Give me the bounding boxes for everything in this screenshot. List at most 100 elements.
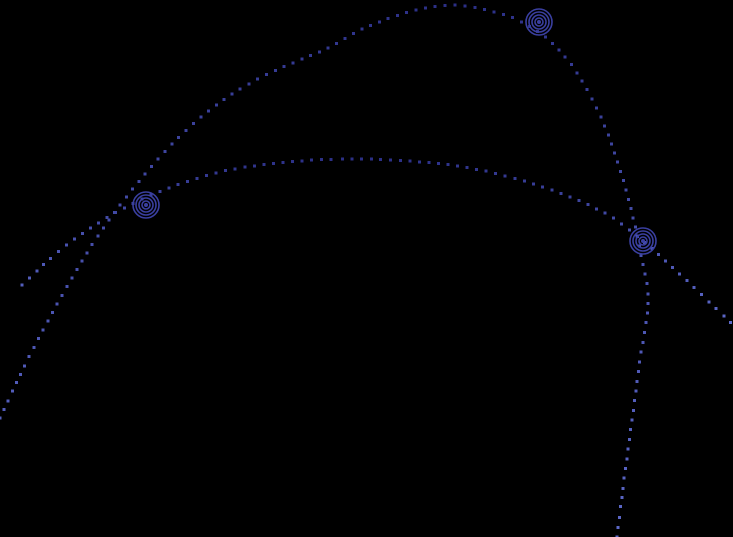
data-point — [671, 265, 675, 269]
data-point — [657, 253, 661, 257]
data-point — [634, 389, 638, 393]
marker-ring — [531, 14, 547, 30]
data-point — [6, 399, 10, 403]
data-point — [511, 16, 515, 20]
data-point — [149, 164, 153, 168]
data-point — [646, 302, 650, 306]
data-point — [619, 169, 623, 173]
data-point — [41, 328, 45, 332]
data-point — [199, 115, 203, 119]
data-point — [238, 87, 242, 91]
data-point — [599, 115, 603, 119]
data-point — [369, 23, 373, 27]
marker-intersection-2[interactable] — [132, 191, 160, 219]
data-point — [105, 216, 109, 220]
data-point — [577, 199, 581, 203]
data-point — [541, 185, 545, 189]
data-point — [503, 174, 507, 178]
data-point — [532, 182, 536, 186]
data-point — [501, 13, 505, 17]
marker-intersection-1[interactable] — [525, 8, 553, 36]
data-point — [645, 282, 649, 286]
data-point — [271, 161, 275, 165]
data-point — [222, 97, 226, 101]
data-point — [627, 437, 631, 441]
data-point — [617, 516, 621, 520]
data-point — [27, 355, 31, 359]
data-point — [309, 54, 313, 58]
marker-core — [537, 20, 541, 24]
data-point — [629, 428, 633, 432]
data-point — [595, 207, 599, 211]
data-point — [616, 160, 620, 164]
data-point — [685, 279, 689, 283]
data-point — [281, 160, 285, 164]
data-point — [639, 253, 643, 257]
data-point — [60, 293, 64, 297]
data-point — [124, 195, 128, 199]
data-point — [395, 13, 399, 17]
data-point — [351, 32, 355, 36]
data-point — [492, 10, 496, 14]
data-point — [484, 169, 488, 173]
data-point — [643, 272, 647, 276]
marker-ring — [528, 11, 550, 33]
data-point — [473, 6, 477, 10]
data-point — [433, 4, 437, 8]
data-point — [627, 197, 631, 201]
data-point — [643, 240, 647, 244]
data-point — [636, 370, 640, 374]
data-point — [335, 41, 339, 45]
marker-ring — [132, 191, 160, 219]
data-point — [262, 162, 266, 166]
data-point — [90, 243, 94, 247]
marker-intersection-3[interactable] — [629, 227, 657, 255]
data-point — [494, 171, 498, 175]
data-point — [580, 79, 584, 83]
data-point — [644, 321, 648, 324]
data-point — [633, 399, 637, 403]
data-point — [465, 166, 469, 170]
marker-ring — [135, 194, 157, 216]
data-point — [19, 372, 23, 376]
data-point — [195, 176, 199, 180]
data-point — [568, 195, 572, 199]
data-point — [590, 97, 594, 101]
data-point — [131, 187, 134, 191]
data-point — [631, 216, 635, 220]
data-point — [463, 4, 467, 8]
data-point — [616, 525, 620, 529]
marker-core — [641, 239, 645, 243]
data-point — [184, 128, 188, 132]
data-point — [586, 203, 590, 207]
data-point — [522, 179, 526, 183]
data-point — [233, 167, 237, 171]
data-point — [398, 158, 402, 162]
data-point — [177, 135, 181, 139]
data-point — [443, 3, 447, 7]
data-point — [158, 189, 162, 193]
data-point — [310, 158, 314, 162]
data-point — [625, 457, 629, 461]
data-point — [2, 407, 6, 411]
data-point — [252, 164, 256, 168]
data-point — [641, 340, 645, 344]
data-point — [551, 41, 555, 45]
data-point — [621, 179, 625, 183]
data-point — [386, 17, 390, 21]
curve-flat-parabola — [20, 157, 732, 324]
data-point — [639, 350, 643, 354]
data-point — [122, 206, 126, 210]
data-point — [424, 6, 428, 10]
data-point — [22, 364, 26, 368]
data-point — [513, 176, 517, 180]
data-point — [603, 124, 607, 128]
data-point — [520, 20, 524, 24]
data-point — [643, 330, 647, 334]
data-point — [550, 188, 554, 192]
data-point — [585, 88, 589, 92]
data-point — [559, 191, 563, 195]
marker-ring — [629, 227, 657, 255]
